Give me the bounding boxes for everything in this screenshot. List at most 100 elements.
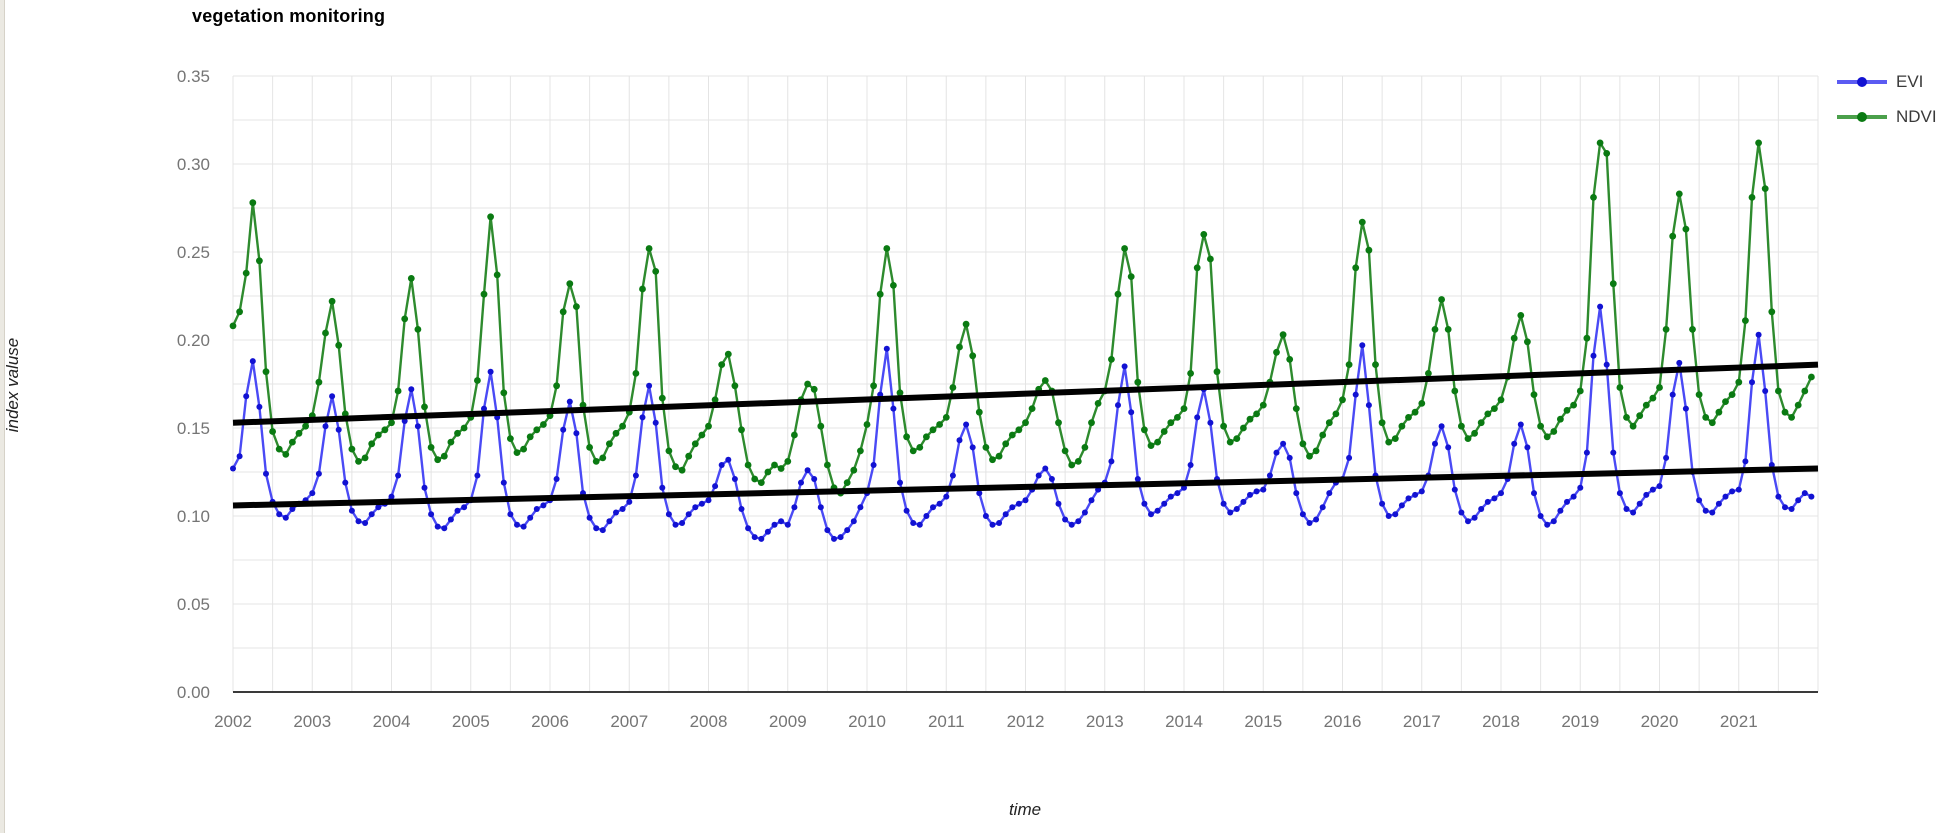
ndvi-point[interactable] <box>1074 458 1082 465</box>
evi-point[interactable] <box>692 504 699 511</box>
evi-point[interactable] <box>1630 509 1637 516</box>
evi-point[interactable] <box>1623 506 1630 512</box>
ndvi-point[interactable] <box>579 401 587 409</box>
ndvi-point[interactable] <box>857 447 864 455</box>
evi-point[interactable] <box>1128 409 1135 416</box>
evi-point[interactable] <box>1742 458 1749 465</box>
ndvi-point[interactable] <box>791 431 798 439</box>
ndvi-point[interactable] <box>573 303 580 310</box>
evi-point[interactable] <box>619 506 626 512</box>
ndvi-point[interactable] <box>1325 419 1333 427</box>
evi-point[interactable] <box>1418 488 1425 495</box>
evi-point[interactable] <box>1134 476 1141 482</box>
ndvi-point[interactable] <box>1068 461 1076 469</box>
ndvi-point[interactable] <box>1108 356 1115 363</box>
ndvi-point[interactable] <box>1808 373 1815 381</box>
evi-point[interactable] <box>778 518 785 525</box>
evi-point[interactable] <box>969 444 976 451</box>
evi-point[interactable] <box>599 527 606 534</box>
ndvi-point[interactable] <box>1088 419 1095 427</box>
ndvi-point[interactable] <box>1008 431 1016 439</box>
ndvi-point[interactable] <box>982 444 990 451</box>
evi-point[interactable] <box>903 507 910 514</box>
evi-point[interactable] <box>1313 516 1320 523</box>
evi-point[interactable] <box>1121 363 1128 370</box>
ndvi-point[interactable] <box>1273 348 1280 356</box>
evi-point[interactable] <box>1306 520 1313 526</box>
evi-point[interactable] <box>764 528 771 535</box>
evi-point[interactable] <box>1207 419 1214 426</box>
evi-point[interactable] <box>758 535 765 542</box>
evi-point[interactable] <box>1524 444 1531 451</box>
ndvi-point[interactable] <box>1358 218 1366 226</box>
evi-point[interactable] <box>560 426 567 433</box>
ndvi-point[interactable] <box>1662 326 1670 333</box>
evi-point[interactable] <box>1108 458 1115 465</box>
ndvi-point[interactable] <box>1114 290 1122 298</box>
evi-point[interactable] <box>566 398 573 405</box>
evi-point[interactable] <box>1570 493 1577 500</box>
ndvi-point[interactable] <box>262 368 270 376</box>
evi-point[interactable] <box>982 513 989 519</box>
evi-point[interactable] <box>1194 414 1201 421</box>
ndvi-point[interactable] <box>302 422 309 430</box>
evi-point[interactable] <box>1253 488 1260 495</box>
ndvi-point[interactable] <box>1794 401 1802 409</box>
ndvi-point[interactable] <box>1259 401 1267 409</box>
evi-point[interactable] <box>1299 511 1306 518</box>
ndvi-point[interactable] <box>771 461 778 469</box>
ndvi-point[interactable] <box>322 329 329 337</box>
evi-point[interactable] <box>1154 507 1161 514</box>
ndvi-point[interactable] <box>1339 396 1346 404</box>
ndvi-point[interactable] <box>1715 408 1723 416</box>
evi-point[interactable] <box>388 493 395 500</box>
evi-point[interactable] <box>1233 506 1240 512</box>
ndvi-point[interactable] <box>1649 394 1657 402</box>
ndvi-point[interactable] <box>1127 273 1135 280</box>
ndvi-point[interactable] <box>1735 378 1743 386</box>
ndvi-point[interactable] <box>553 382 560 390</box>
ndvi-point[interactable] <box>751 475 759 483</box>
ndvi-point[interactable] <box>1365 246 1373 254</box>
evi-point[interactable] <box>771 521 778 528</box>
ndvi-point[interactable] <box>639 285 646 293</box>
evi-point[interactable] <box>956 437 963 444</box>
ndvi-point[interactable] <box>665 447 673 455</box>
ndvi-point[interactable] <box>1781 408 1789 416</box>
evi-point[interactable] <box>798 479 804 486</box>
evi-point[interactable] <box>362 520 369 526</box>
evi-point[interactable] <box>1696 497 1703 504</box>
ndvi-point[interactable] <box>500 389 508 397</box>
ndvi-point[interactable] <box>566 280 574 288</box>
ndvi-point[interactable] <box>361 454 369 462</box>
evi-point[interactable] <box>1260 486 1267 493</box>
evi-point[interactable] <box>996 520 1003 526</box>
ndvi-point[interactable] <box>619 422 626 430</box>
evi-point[interactable] <box>1068 521 1075 528</box>
evi-point[interactable] <box>540 502 547 509</box>
evi-point[interactable] <box>309 490 316 497</box>
evi-point[interactable] <box>1148 511 1154 518</box>
evi-point[interactable] <box>256 403 263 410</box>
evi-point[interactable] <box>844 527 851 534</box>
ndvi-point[interactable] <box>236 308 244 316</box>
ndvi-point[interactable] <box>843 479 851 486</box>
ndvi-point[interactable] <box>956 343 963 351</box>
evi-point[interactable] <box>348 507 355 514</box>
evi-point[interactable] <box>1702 507 1709 514</box>
ndvi-point[interactable] <box>1524 338 1531 346</box>
ndvi-point[interactable] <box>685 452 693 460</box>
evi-point[interactable] <box>1715 500 1722 507</box>
ndvi-point[interactable] <box>1121 245 1128 252</box>
evi-point[interactable] <box>1795 497 1802 504</box>
ndvi-point[interactable] <box>275 445 283 453</box>
evi-point[interactable] <box>441 525 448 532</box>
ndvi-point[interactable] <box>1682 225 1690 233</box>
ndvi-point[interactable] <box>1352 264 1360 272</box>
ndvi-point[interactable] <box>1742 317 1749 324</box>
ndvi-point[interactable] <box>1761 185 1769 193</box>
ndvi-point[interactable] <box>1530 391 1538 398</box>
evi-point[interactable] <box>784 521 791 528</box>
ndvi-point[interactable] <box>229 322 237 330</box>
